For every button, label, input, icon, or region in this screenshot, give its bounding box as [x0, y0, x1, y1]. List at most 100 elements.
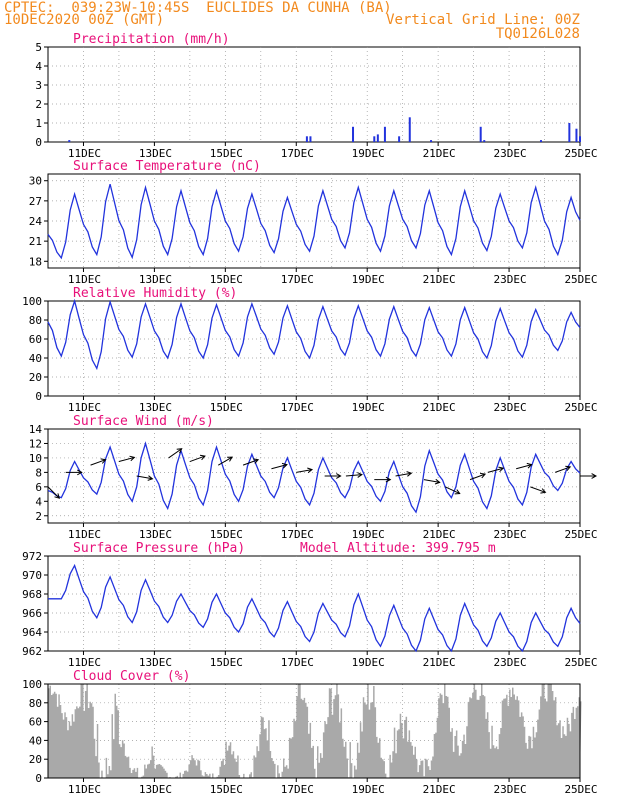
precip-xtick-label: 19DEC: [352, 147, 385, 160]
cloud-ytick-label: 60: [29, 716, 42, 729]
pres-ytick-label: 962: [22, 645, 42, 658]
pres-ytick-label: 972: [22, 550, 42, 563]
wind-arrow: [217, 456, 233, 466]
wind-arrow-head: [147, 475, 154, 481]
pres-ytick-label: 968: [22, 588, 42, 601]
wind-arrow: [168, 448, 182, 459]
precip-ytick-label: 1: [35, 117, 42, 130]
precip-xtick-label: 17DEC: [281, 147, 314, 160]
temp-panel: 11DEC 13DEC 15DEC 17DEC 19DEC 21DEC 23DEC 25DEC…: [29, 159, 598, 286]
pres-xtick-label: 13DEC: [139, 656, 172, 669]
rh-series-line: [47, 298, 581, 371]
pres-xtick-label: 25DEC: [564, 656, 597, 669]
wind-arrow: [118, 456, 135, 463]
wind-xtick-label: 23DEC: [494, 528, 527, 541]
wind-ytick-label: 8: [35, 466, 42, 479]
precip-bar: [376, 134, 379, 142]
pres-ytick-label: 964: [22, 626, 42, 639]
wind-ytick-label: 4: [35, 495, 42, 508]
pres-ytick-label: 970: [22, 569, 42, 582]
precip-title: Precipitation (mm/h): [73, 32, 230, 47]
wind-arrow: [136, 475, 153, 480]
wind-arrow-head: [281, 462, 288, 469]
wind-panel: 11DEC 13DEC 15DEC 17DEC 19DEC 21DEC 23DEC 25DEC…: [29, 414, 598, 541]
precip-xtick-label: 25DEC: [564, 147, 597, 160]
precip-frame: [47, 46, 581, 143]
rh-ytick-label: 60: [29, 333, 42, 346]
wind-arrow: [90, 459, 106, 466]
rh-xtick-label: 13DEC: [139, 401, 172, 414]
cloud-title: Cloud Cover (%): [73, 669, 190, 684]
precip-bar: [568, 123, 571, 142]
temp-ytick-label: 24: [29, 215, 43, 228]
wind-arrow: [395, 472, 412, 477]
precip-bar: [483, 140, 486, 142]
wind-arrow: [271, 464, 288, 470]
wind-xtick-label: 13DEC: [139, 528, 172, 541]
wind-arrow-head: [385, 476, 392, 483]
wind-arrow: [469, 473, 486, 481]
wind-series-line: [47, 441, 581, 514]
cloud-xtick-label: 25DEC: [564, 783, 597, 796]
wind-xtick-label: 19DEC: [352, 528, 385, 541]
wind-arrow: [189, 455, 206, 463]
temp-xtick-label: 19DEC: [352, 273, 385, 286]
pres-subtitle: Model Altitude: 399.795 m: [300, 541, 496, 556]
temp-ytick-label: 30: [29, 175, 42, 188]
precip-bar: [373, 136, 376, 142]
pres-xtick-label: 17DEC: [281, 656, 314, 669]
pres-series-line: [48, 563, 581, 653]
temp-ytick-label: 18: [29, 255, 42, 268]
precip-ytick-label: 0: [35, 136, 42, 149]
rh-xtick-label: 21DEC: [423, 401, 456, 414]
pres-frame: [47, 555, 581, 652]
temp-xtick-label: 15DEC: [210, 273, 243, 286]
wind-arrow-head: [100, 458, 107, 464]
pres-panel: 11DEC 13DEC 15DEC 17DEC 19DEC 21DEC 23DEC 25DEC…: [22, 541, 597, 669]
wind-arrow-head: [434, 478, 441, 485]
temp-title: Surface Temperature (nC): [73, 159, 261, 174]
cloud-xtick-label: 21DEC: [423, 783, 456, 796]
model-code: TQ0126L028: [495, 26, 580, 42]
precip-bar: [352, 126, 355, 142]
wind-arrow: [242, 459, 259, 466]
wind-xtick-label: 17DEC: [281, 528, 314, 541]
pres-xtick-label: 19DEC: [352, 656, 385, 669]
wind-arrow: [555, 466, 571, 473]
precip-bar: [430, 140, 433, 142]
pres-xtick-label: 15DEC: [210, 656, 243, 669]
wind-title: Surface Wind (m/s): [73, 414, 214, 429]
pres-xtick-label: 23DEC: [494, 656, 527, 669]
rh-frame: [47, 300, 581, 397]
temp-xtick-label: 11DEC: [68, 273, 101, 286]
precip-ytick-label: 2: [35, 98, 42, 111]
wind-ytick-label: 10: [29, 452, 42, 465]
cloud-frame-top: [47, 683, 581, 779]
precip-bar: [68, 140, 71, 142]
wind-arrow-head: [307, 467, 314, 474]
rh-xtick-label: 19DEC: [352, 401, 385, 414]
rh-xtick-label: 15DEC: [210, 401, 243, 414]
grid-note: Vertical Grid Line: 00Z: [386, 12, 580, 28]
wind-arrow-head: [406, 471, 413, 477]
wind-arrow: [445, 486, 460, 495]
wind-arrow-head: [253, 458, 260, 464]
temp-ytick-label: 27: [29, 195, 42, 208]
cloud-panel: 11DEC 13DEC 15DEC 17DEC 19DEC 21DEC 23DEC 25DEC…: [22, 669, 597, 796]
precip-bar: [539, 140, 542, 142]
precip-bar: [309, 136, 312, 142]
wind-arrow-head: [54, 493, 61, 499]
pres-title: Surface Pressure (hPa): [73, 541, 245, 556]
cloud-xtick-label: 13DEC: [139, 783, 172, 796]
wind-arrow-head: [129, 455, 136, 462]
wind-ytick-label: 12: [29, 437, 42, 450]
wind-arrow-head: [526, 462, 533, 469]
temp-xtick-label: 17DEC: [281, 273, 314, 286]
precip-bar: [398, 136, 401, 142]
cloud-xtick-label: 23DEC: [494, 783, 527, 796]
precip-bar: [575, 128, 578, 142]
precip-bar: [479, 126, 482, 142]
wind-xtick-label: 15DEC: [210, 528, 243, 541]
wind-arrow-head: [199, 454, 206, 461]
temp-ytick-label: 21: [29, 235, 42, 248]
